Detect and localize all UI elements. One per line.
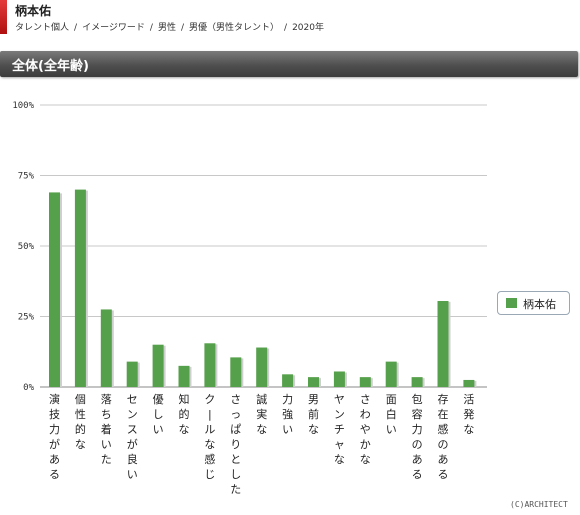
breadcrumb-item[interactable]: タレント個人 (15, 23, 70, 33)
bar (152, 344, 164, 387)
bar (256, 347, 268, 387)
bar (411, 377, 423, 387)
breadcrumb-separator: / (284, 23, 288, 33)
y-tick-label: 100% (12, 101, 34, 111)
x-tick-label: 男前な (308, 393, 319, 436)
breadcrumb-separator: / (180, 23, 184, 33)
y-tick-label: 25% (18, 313, 35, 323)
breadcrumb: タレント個人 / イメージワード / 男性 / 男優（男性タレント） / 2020年 (15, 20, 324, 33)
legend: 柄本佑 (497, 291, 570, 315)
x-tick-label: ヤンチャな (334, 393, 345, 466)
breadcrumb-item[interactable]: イメージワード (82, 23, 145, 33)
copyright: (C)ARCHITECT (510, 500, 568, 509)
x-tick-label: 存在感のある (438, 392, 449, 481)
bar (100, 309, 112, 387)
y-tick-label: 50% (18, 242, 35, 252)
x-tick-label: 知的な (179, 392, 190, 436)
y-tick-label: 75% (18, 172, 35, 182)
section-header: 全体(全年齢) (0, 51, 578, 77)
x-tick-label: 落ち着いた (101, 393, 112, 466)
bar (333, 371, 345, 387)
x-tick-label: 個性的な (75, 393, 86, 451)
breadcrumb-item: 2020年 (292, 23, 324, 33)
legend-label: 柄本佑 (523, 298, 556, 311)
bar (385, 361, 397, 387)
x-tick-label: 活発な (463, 393, 474, 436)
bar (308, 377, 319, 387)
bar (282, 374, 294, 387)
bar (126, 361, 138, 387)
x-tick-label: 包容力のある (412, 393, 423, 481)
x-tick-label: センスが良い (127, 393, 138, 481)
x-tick-label: 面白い (386, 393, 397, 436)
header: 柄本佑 タレント個人 / イメージワード / 男性 / 男優（男性タレント） / 2020年 (0, 0, 580, 36)
bar (230, 357, 242, 387)
legend-swatch (506, 298, 517, 308)
breadcrumb-item[interactable]: 男性 (157, 23, 176, 33)
bar-chart: 0% 25% 50% 75% 100% 演技力がある 個性的な 落ち着いた センスが良い 優しい 知… (12, 101, 487, 496)
bar (437, 300, 449, 387)
x-tick-label: 優しい (153, 393, 164, 436)
page-title: 柄本佑 (15, 4, 52, 18)
accent-bar (0, 0, 7, 34)
x-tick-label: 力強い (282, 393, 293, 436)
breadcrumb-item[interactable]: 男優（男性タレント） (189, 23, 280, 33)
bar (463, 379, 475, 387)
x-tick-label: 演技力がある (49, 392, 60, 481)
breadcrumb-separator: / (74, 23, 78, 33)
bar (204, 343, 216, 387)
bar (178, 365, 190, 387)
x-tick-label: ク|ルな感じ (204, 393, 215, 481)
y-tick-label: 0% (23, 383, 34, 393)
section-title: 全体(全年齢) (12, 59, 89, 74)
x-tick-label: さわやかな (360, 393, 371, 466)
bar (74, 189, 86, 387)
bar (359, 377, 371, 387)
breadcrumb-separator: / (149, 23, 153, 33)
bar (49, 192, 60, 387)
x-tick-label: 誠実な (256, 393, 267, 436)
x-tick-label: さっぱりとした (230, 393, 241, 496)
